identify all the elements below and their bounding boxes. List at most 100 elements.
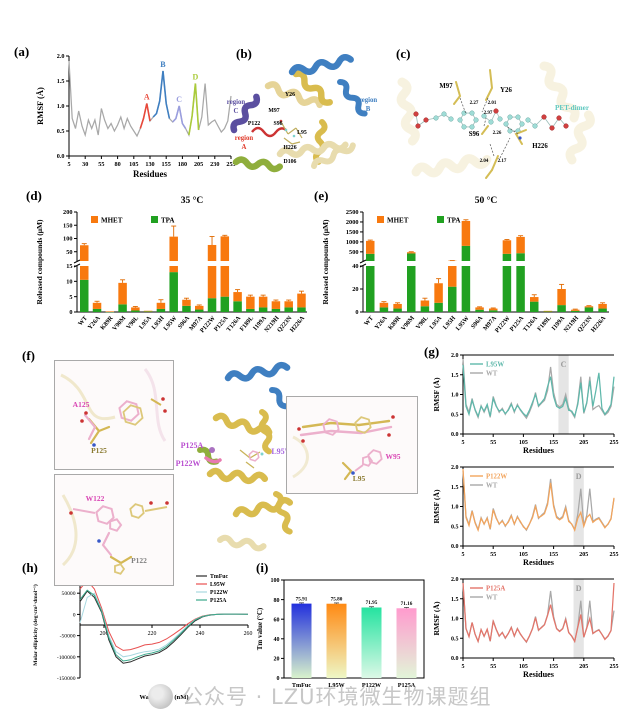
svg-text:55: 55: [98, 161, 104, 168]
tm-bar-TmFuc: [291, 603, 312, 678]
svg-text:155: 155: [162, 161, 171, 168]
axes: [460, 354, 615, 437]
region-a-loop: [251, 126, 287, 138]
svg-text:region: region: [227, 99, 246, 106]
svg-text:0.5: 0.5: [451, 412, 459, 418]
svg-text:5: 5: [462, 552, 465, 558]
svg-text:P125A: P125A: [181, 441, 204, 450]
svg-text:A125: A125: [73, 400, 90, 409]
svg-text:1500: 1500: [346, 229, 359, 236]
legend: [91, 216, 158, 223]
svg-text:T126A: T126A: [522, 314, 539, 333]
svg-text:1.0: 1.0: [451, 505, 459, 511]
svg-text:100: 100: [63, 236, 72, 243]
mutant-overview-structure-drawing: P125A P122W L95W: [176, 361, 305, 552]
active-site-pet-dimer-drawing: 2.27 2.01 2.97 2.26 2.04 2.17 M97 Y26 S96 H226 PET…: [396, 61, 595, 179]
svg-text:RMSF (Å): RMSF (Å): [35, 87, 45, 125]
svg-text:WT: WT: [486, 370, 498, 377]
svg-text:2000: 2000: [346, 219, 359, 226]
axes: [66, 55, 232, 159]
svg-text:TPA: TPA: [161, 217, 174, 225]
svg-text:205: 205: [579, 552, 588, 558]
svg-text:71.16: 71.16: [401, 601, 413, 607]
tm-bar-P125A: [396, 608, 417, 678]
panel-letter-b: (b): [236, 46, 252, 61]
svg-text:5: 5: [67, 161, 70, 168]
svg-text:20: 20: [274, 657, 280, 663]
svg-text:0.5: 0.5: [451, 636, 459, 642]
svg-text:80: 80: [274, 598, 280, 604]
svg-text:5: 5: [69, 294, 72, 301]
svg-text:2.0: 2.0: [451, 353, 459, 359]
svg-text:Y26A: Y26A: [373, 314, 389, 331]
svg-text:75.91: 75.91: [296, 596, 308, 602]
svg-text:2.0: 2.0: [451, 465, 459, 471]
svg-text:PET-dimer: PET-dimer: [555, 104, 590, 112]
svg-text:20: 20: [352, 286, 358, 293]
svg-text:2500: 2500: [346, 209, 359, 216]
svg-text:205: 205: [579, 440, 588, 446]
svg-text:1.5: 1.5: [451, 597, 459, 603]
public-account-logo-icon: [148, 683, 173, 709]
svg-text:L95: L95: [297, 130, 307, 136]
region-C: [172, 105, 187, 129]
svg-text:Residues: Residues: [523, 558, 554, 567]
svg-text:C: C: [561, 360, 567, 369]
svg-text:60: 60: [274, 617, 280, 623]
svg-text:40: 40: [352, 263, 358, 270]
svg-text:Molar ellipticity (deg·cm²·dmo: Molar ellipticity (deg·cm²·dmol⁻¹): [32, 584, 39, 666]
svg-text:1.5: 1.5: [57, 78, 65, 85]
svg-text:Y26: Y26: [500, 87, 512, 94]
svg-text:V90M: V90M: [400, 315, 416, 332]
watermark: 公众号 · LZU环境微生物课题组: [148, 681, 491, 711]
svg-text:B: B: [366, 106, 371, 113]
svg-text:A: A: [242, 144, 247, 151]
svg-text:P122W: P122W: [362, 682, 382, 689]
svg-text:L95W: L95W: [271, 447, 292, 456]
svg-text:2.01: 2.01: [488, 101, 497, 106]
svg-text:WT: WT: [486, 594, 498, 601]
svg-text:150: 150: [63, 222, 72, 229]
svg-text:1.0: 1.0: [451, 393, 459, 399]
svg-text:10: 10: [66, 279, 72, 286]
svg-text:RMSF (Å): RMSF (Å): [432, 601, 441, 636]
axes: [460, 578, 615, 661]
svg-text:region: region: [359, 97, 378, 104]
svg-text:Released compounds (μM): Released compounds (μM): [35, 219, 44, 305]
svg-text:0.0: 0.0: [451, 656, 459, 662]
svg-text:M97: M97: [268, 108, 279, 114]
svg-text:W95: W95: [386, 452, 401, 461]
svg-text:1.0: 1.0: [451, 617, 459, 623]
highlight-band: [558, 355, 569, 434]
svg-text:0: 0: [73, 612, 76, 618]
series-L95W: [462, 364, 615, 418]
svg-text:P125A: P125A: [210, 598, 227, 604]
svg-text:500: 500: [349, 249, 358, 256]
svg-text:L95A: L95A: [138, 314, 153, 330]
inset-a125-p125: A125 P125: [54, 360, 174, 470]
svg-text:55: 55: [490, 440, 496, 446]
rmsf-overview-chart: 0.0 0.5 1.0 1.5 2.0 5 30 55 80 105 130 155 180 205 230…: [35, 53, 236, 179]
axes: [359, 211, 609, 313]
svg-text:5: 5: [462, 664, 465, 670]
svg-text:P122: P122: [248, 121, 260, 127]
svg-text:L95: L95: [353, 474, 366, 483]
svg-text:D106: D106: [284, 159, 297, 165]
svg-text:220: 220: [148, 631, 157, 637]
axes: [460, 466, 615, 549]
svg-text:2.0: 2.0: [57, 53, 65, 60]
svg-text:TmFuc: TmFuc: [292, 682, 312, 689]
svg-text:L95W: L95W: [162, 314, 179, 332]
svg-text:P125: P125: [91, 446, 107, 455]
svg-text:30: 30: [82, 161, 88, 168]
svg-text:region: region: [235, 135, 254, 142]
svg-text:255: 255: [610, 664, 619, 670]
svg-text:H226: H226: [532, 143, 548, 150]
svg-text:255: 255: [610, 552, 619, 558]
svg-text:105: 105: [129, 161, 138, 168]
svg-text:H226A: H226A: [289, 314, 307, 333]
svg-text:230: 230: [210, 161, 219, 168]
released-compounds-50c-chart: 50 °C 0 20 40 500 1000 1500 2000 2500 Released co…: [321, 195, 609, 334]
svg-text:V90M: V90M: [111, 315, 127, 332]
